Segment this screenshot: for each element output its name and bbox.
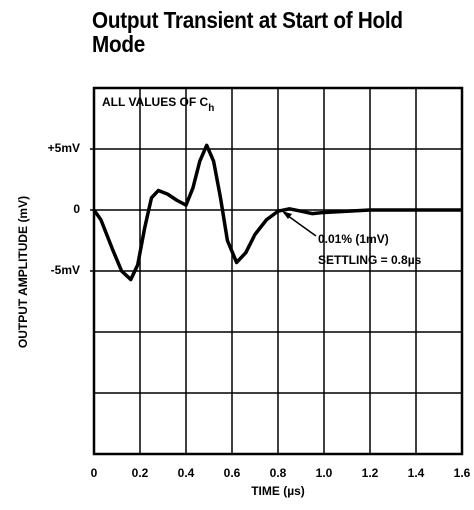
x-tick-label: 0.4 xyxy=(178,466,195,480)
y-axis-label: OUTPUT AMPLITUDE (mV) xyxy=(16,196,30,348)
annotation: ALL VALUES OF Ch xyxy=(102,95,214,113)
data-line xyxy=(92,143,462,282)
x-tick-label: 1.6 xyxy=(454,466,471,480)
y-tick-label: -5mV xyxy=(51,263,80,277)
x-tick-label: 1.2 xyxy=(362,466,379,480)
x-tick-label: 0 xyxy=(91,466,98,480)
x-tick-label: 0.2 xyxy=(132,466,149,480)
y-tick-label: 0 xyxy=(73,202,80,216)
x-axis-label: TIME (µs) xyxy=(251,484,305,498)
annotation-text: ALL VALUES OF C xyxy=(102,95,209,109)
x-tick-label: 1.4 xyxy=(408,466,425,480)
annotation-sub: h xyxy=(208,103,214,114)
x-tick-label: 1.0 xyxy=(316,466,333,480)
x-tick-label: 0.8 xyxy=(270,466,287,480)
y-tick-label: +5mV xyxy=(48,141,80,155)
x-tick-label: 0.6 xyxy=(224,466,241,480)
plot-frame xyxy=(92,86,464,456)
chart-title: Output Transient at Start of Hold Mode xyxy=(92,7,403,57)
arrow-head xyxy=(282,211,292,219)
annotation: 0.01% (1mV) xyxy=(318,232,389,246)
